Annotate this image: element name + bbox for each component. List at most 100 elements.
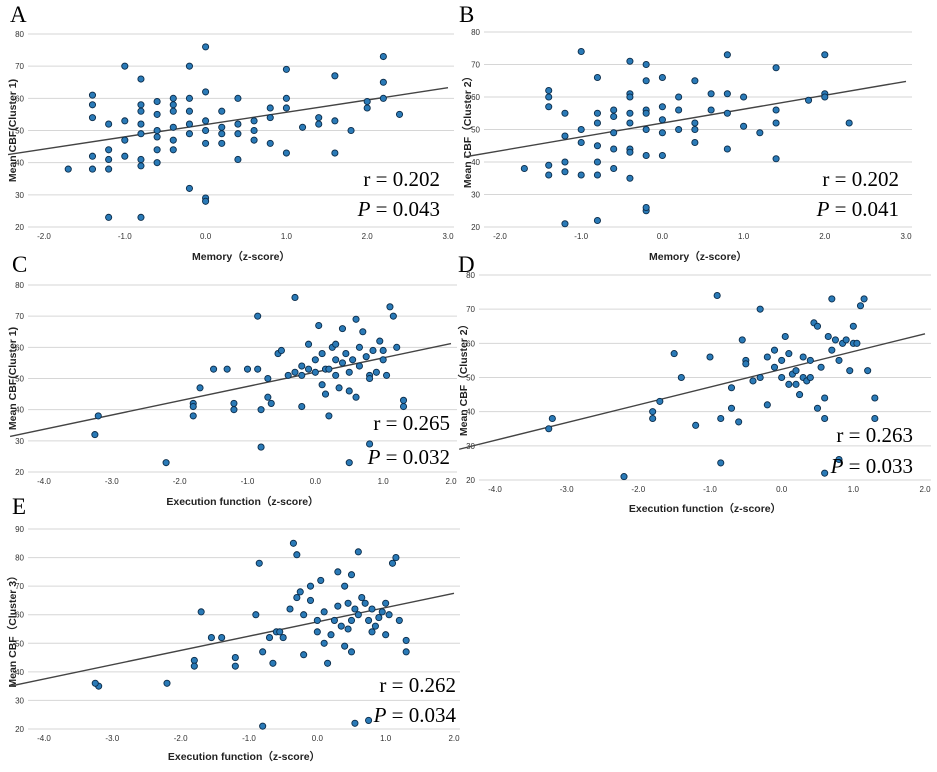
- y-tick-label: 60: [15, 343, 24, 352]
- data-point: [691, 138, 699, 147]
- data-point: [692, 421, 700, 429]
- data-point: [334, 568, 342, 576]
- data-point: [382, 631, 390, 639]
- data-point: [91, 679, 99, 687]
- data-point: [593, 158, 601, 166]
- x-axis-label: Execution function（z-score）: [629, 502, 781, 515]
- data-point: [366, 374, 374, 383]
- data-point: [344, 599, 352, 607]
- data-point: [756, 305, 764, 313]
- data-point: [218, 634, 226, 642]
- y-tick-label: 40: [15, 159, 24, 168]
- data-point: [298, 402, 306, 411]
- x-axis-label: Memory（z-score）: [192, 250, 290, 263]
- data-point: [375, 614, 383, 622]
- data-point: [772, 155, 780, 163]
- data-point: [137, 130, 145, 138]
- data-point: [368, 628, 376, 636]
- r-value: r = 0.202: [363, 167, 440, 191]
- data-point: [293, 594, 301, 602]
- p-value: P = 0.032: [367, 445, 450, 469]
- data-point: [218, 130, 226, 138]
- data-point: [642, 60, 650, 69]
- data-point: [231, 662, 239, 670]
- x-tick-label: 1.0: [281, 232, 293, 241]
- x-tick-label: 2.0: [448, 734, 460, 743]
- data-point: [202, 139, 210, 147]
- data-point: [577, 125, 585, 134]
- scatter-plot: 20 30 40 50 60 70 80 -2.0 -1.0 0.0 1.0 2.0 3.0 Memory…: [7, 30, 454, 263]
- x-tick-label: 1.0: [378, 477, 390, 486]
- data-point: [785, 380, 793, 388]
- y-tick-label: 70: [15, 62, 24, 71]
- data-point: [799, 353, 807, 361]
- data-point: [344, 625, 352, 633]
- data-point: [189, 412, 197, 420]
- data-point: [545, 171, 553, 179]
- data-point: [723, 90, 731, 98]
- y-tick-label: 60: [466, 339, 475, 348]
- data-point: [649, 414, 657, 423]
- data-point: [642, 77, 650, 85]
- data-point: [91, 431, 99, 439]
- p-symbol: P: [830, 454, 844, 478]
- data-point: [593, 142, 601, 150]
- data-point: [169, 107, 177, 115]
- panel-b: B 20 30 40 50 60 70 80 -2.0 -1.0 0.0 1.0 2.0 3.0 Memo…: [455, 0, 925, 272]
- regression-line: [8, 87, 449, 156]
- data-point: [545, 86, 553, 95]
- x-tick-label: 0.0: [312, 734, 324, 743]
- y-tick-label: 30: [471, 191, 480, 200]
- data-point: [772, 119, 780, 127]
- data-point: [399, 396, 408, 404]
- data-point: [137, 162, 145, 170]
- data-point: [352, 393, 360, 401]
- data-point: [291, 293, 299, 302]
- data-point: [561, 132, 569, 140]
- data-point: [675, 93, 683, 101]
- panel-label: B: [459, 2, 475, 27]
- data-point: [279, 634, 287, 642]
- y-tick-label: 20: [15, 468, 24, 477]
- data-point: [153, 133, 161, 141]
- data-point: [264, 393, 272, 401]
- data-point: [545, 425, 553, 433]
- y-tick-label: 40: [471, 158, 480, 167]
- data-point: [675, 106, 683, 114]
- data-point: [189, 402, 197, 411]
- data-point: [382, 599, 390, 607]
- data-point: [846, 367, 854, 375]
- data-point: [626, 109, 634, 117]
- data-point: [395, 616, 403, 624]
- data-point: [338, 359, 347, 367]
- data-point: [691, 119, 699, 127]
- data-point: [610, 129, 618, 137]
- data-point: [770, 363, 779, 371]
- data-point: [317, 576, 325, 584]
- y-tick-label: 80: [15, 281, 24, 290]
- data-point: [610, 164, 618, 173]
- y-tick-label: 40: [15, 406, 24, 415]
- data-point: [363, 104, 371, 112]
- data-point: [202, 88, 210, 96]
- data-point: [254, 365, 262, 373]
- x-tick-label: 1.0: [738, 232, 750, 241]
- data-point: [88, 165, 97, 173]
- data-point: [330, 616, 338, 624]
- data-point: [293, 551, 301, 559]
- data-point: [234, 120, 242, 128]
- data-point: [349, 356, 357, 364]
- data-point: [105, 165, 113, 173]
- data-point: [335, 384, 343, 392]
- data-point: [202, 126, 210, 135]
- panel-a: A 20 30 40 50 60 70 80 -2.0 -1.0 0.0 1.0 2.0 3.0 Memo…: [0, 0, 470, 272]
- data-point: [282, 104, 290, 112]
- data-point: [218, 123, 226, 131]
- x-axis-label: Execution function（z-score）: [166, 495, 318, 508]
- data-point: [351, 605, 359, 613]
- data-point: [218, 139, 226, 147]
- data-point: [289, 539, 297, 547]
- data-point: [740, 93, 748, 101]
- data-point: [359, 328, 367, 336]
- x-tick-label: -2.0: [37, 232, 51, 241]
